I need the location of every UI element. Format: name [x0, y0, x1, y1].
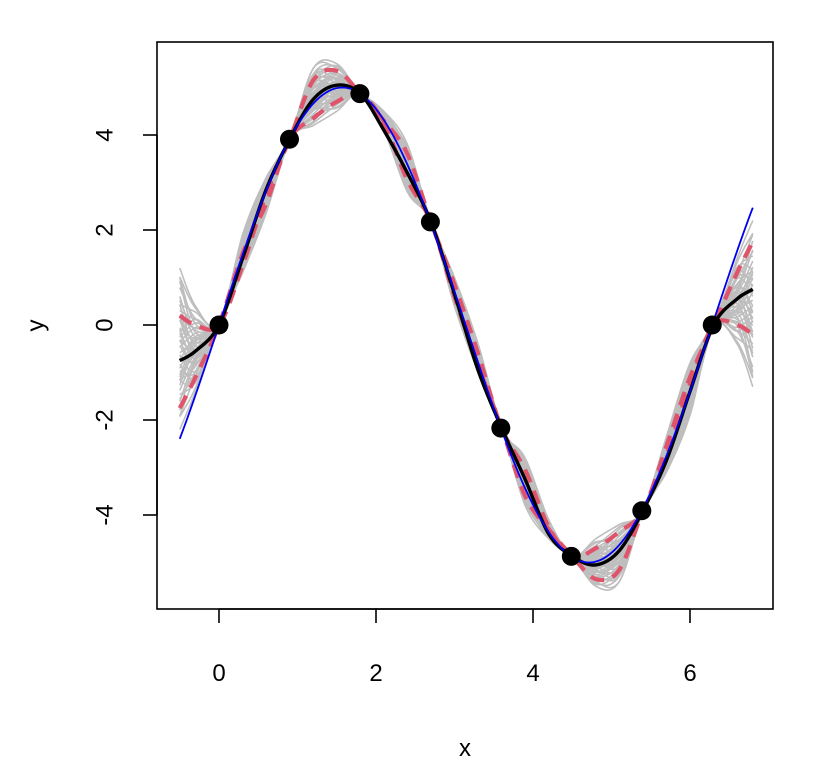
observed-point — [279, 129, 299, 149]
y-tick-label: -4 — [92, 504, 119, 525]
x-axis-title: x — [459, 735, 471, 762]
observed-point — [561, 546, 581, 566]
y-axis-title: y — [23, 320, 50, 332]
observed-point — [491, 418, 511, 438]
y-axis: -4 -2 0 2 4 — [92, 128, 158, 526]
y-tick-label: 2 — [92, 223, 119, 236]
observed-points — [209, 84, 722, 566]
true-function-line — [178, 86, 754, 564]
y-tick-label: -2 — [92, 409, 119, 430]
x-axis: 0 2 4 6 — [212, 608, 697, 687]
y-tick-label: 0 — [92, 318, 119, 331]
observed-point — [420, 212, 440, 232]
sample-curve — [179, 92, 754, 591]
x-tick-label: 6 — [683, 660, 696, 687]
sample-curve — [179, 59, 754, 558]
observed-point — [350, 84, 370, 104]
sample-curve — [179, 70, 754, 558]
x-tick-label: 2 — [369, 660, 382, 687]
observed-point — [209, 315, 229, 335]
x-tick-label: 4 — [526, 660, 539, 687]
x-tick-label: 0 — [212, 660, 225, 687]
observed-point — [702, 315, 722, 335]
true-function-curve — [178, 86, 754, 564]
y-tick-label: 4 — [92, 128, 119, 141]
observed-point — [632, 501, 652, 521]
